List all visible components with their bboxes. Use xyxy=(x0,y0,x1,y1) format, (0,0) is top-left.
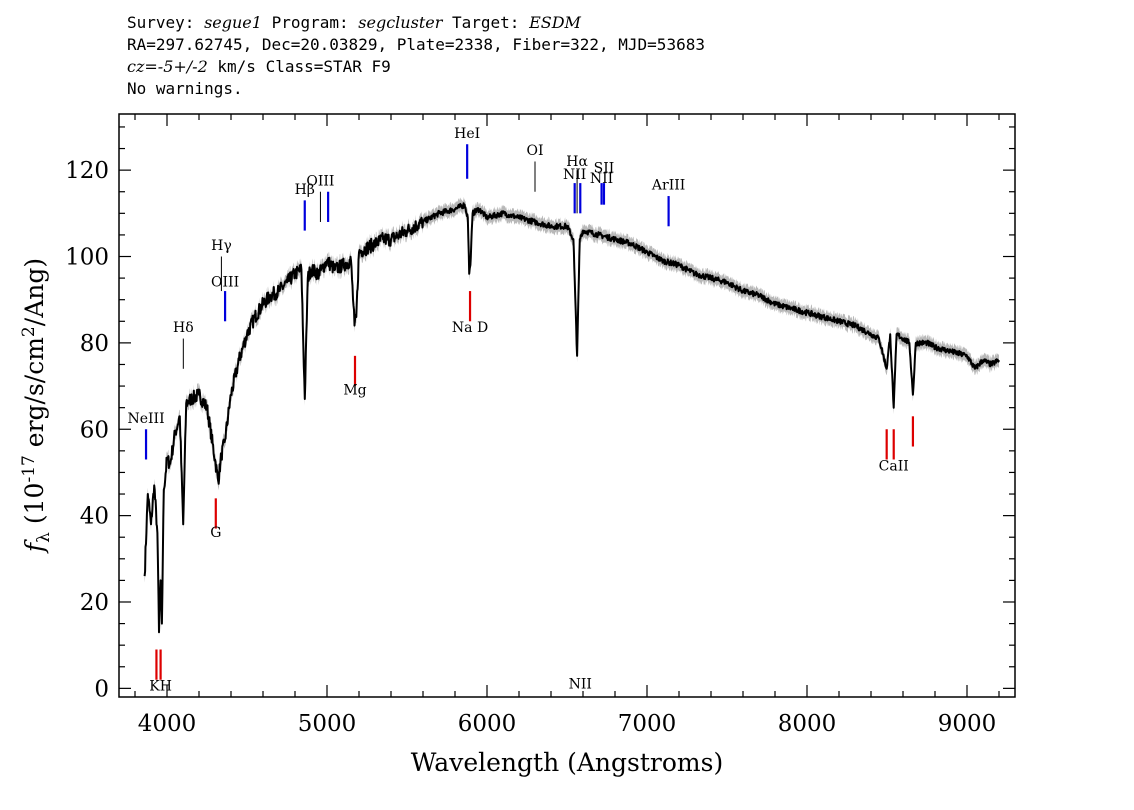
error-band-layer xyxy=(144,196,1000,639)
x-tick-label: 7000 xyxy=(618,711,677,737)
y-tick-label: 40 xyxy=(80,504,109,530)
line-marker-label: NII xyxy=(569,676,592,692)
survey-label: Survey: xyxy=(127,13,195,32)
y-tick-label: 80 xyxy=(80,331,109,357)
spectrum-header: Survey: segue1 Program: segcluster Targe… xyxy=(127,12,705,100)
flux-error-band xyxy=(144,196,1000,639)
x-axis-label: Wavelength (Angstroms) xyxy=(411,748,723,777)
program-value: segcluster xyxy=(358,13,443,32)
x-tick-label: 9000 xyxy=(938,711,997,737)
line-marker-label: Hγ xyxy=(211,238,232,254)
axis-layer: 4000 5000 6000 7000 8000 9000 0 20 40 60 80 100 120 xyxy=(65,114,1015,737)
line-marker-label: OIII xyxy=(211,275,239,291)
header-line-survey: Survey: segue1 Program: segcluster Targe… xyxy=(127,12,705,34)
x-tick-label: 4000 xyxy=(138,711,197,737)
target-value: ESDM xyxy=(529,13,581,32)
line-marker-label: NeIII xyxy=(127,411,164,427)
header-line-warnings: No warnings. xyxy=(127,79,243,98)
y-tick-label: 0 xyxy=(94,676,109,702)
line-marker-layer: NeIIIHδHγOIIIHβOIIIHeIOINIIHαNIINIISIIAr… xyxy=(127,126,915,695)
cz-unit: km/s xyxy=(217,57,256,76)
line-marker-label: NII xyxy=(563,167,586,183)
program-label: Program: xyxy=(271,13,349,32)
line-marker-label: NII xyxy=(590,171,613,187)
line-marker-label: OIII xyxy=(306,173,334,189)
plot-frame xyxy=(118,113,1016,698)
survey-value: segue1 xyxy=(204,13,262,32)
x-tick-label: 8000 xyxy=(778,711,837,737)
y-tick-label: 120 xyxy=(65,158,109,184)
line-marker-label: ArIII xyxy=(651,178,685,194)
spectrum-line-layer xyxy=(143,202,1000,634)
header-line-redshift: cz=-5+/-2 km/s Class=STAR F9 xyxy=(127,56,705,78)
y-axis-label: fλ (10-17 erg/s/cm2/Ang) xyxy=(19,258,54,554)
line-marker-label: G xyxy=(210,525,221,541)
y-tick-label: 100 xyxy=(65,245,109,271)
x-tick-label: 6000 xyxy=(458,711,517,737)
x-tick-label: 5000 xyxy=(298,711,357,737)
line-marker-label: CaII xyxy=(879,458,909,474)
line-marker-label: HeI xyxy=(454,126,480,142)
class-text: Class=STAR F9 xyxy=(265,57,391,76)
line-marker-label: SII xyxy=(594,160,615,176)
cz-label: cz= xyxy=(127,57,158,76)
line-marker-label: OI xyxy=(526,143,543,159)
header-line-coords: RA=297.62745, Dec=20.03829, Plate=2338, … xyxy=(127,35,705,54)
y-tick-label: 20 xyxy=(80,590,109,616)
y-tick-label: 60 xyxy=(80,417,109,443)
spectrum-line xyxy=(143,202,1000,634)
line-marker-label: Hδ xyxy=(173,320,194,336)
line-marker-label: Hα xyxy=(566,154,588,170)
target-label: Target: xyxy=(452,13,520,32)
line-marker-label: Mg xyxy=(343,383,366,399)
cz-value: -5+/-2 xyxy=(157,57,208,76)
line-marker-label: Na D xyxy=(452,320,488,336)
line-marker-label: KH xyxy=(149,679,172,695)
line-marker-label: Hβ xyxy=(295,182,315,198)
